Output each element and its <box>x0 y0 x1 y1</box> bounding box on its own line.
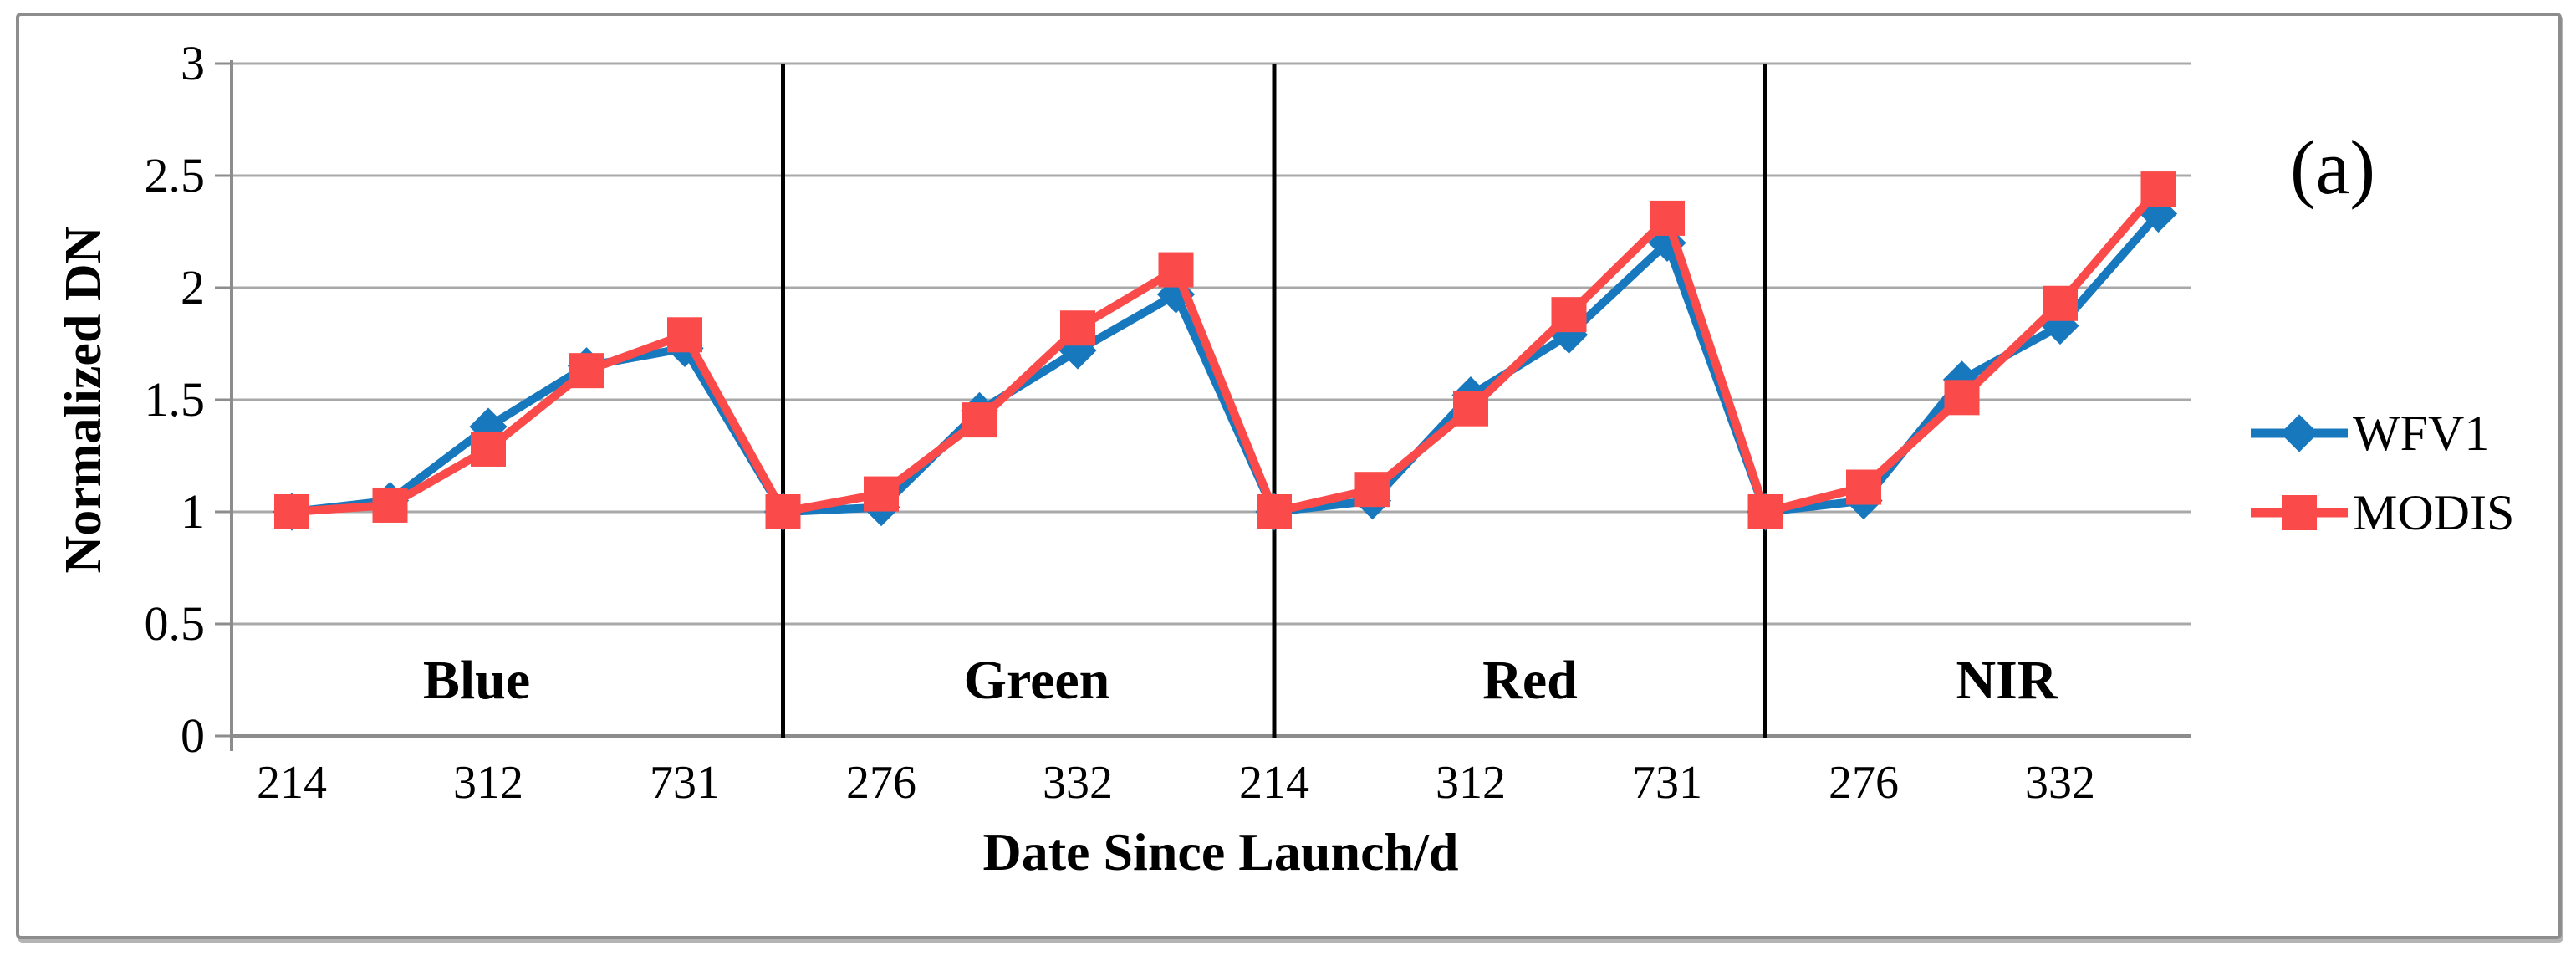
y-tick-1: 1 <box>181 484 205 539</box>
y-tick-2: 2 <box>181 260 205 314</box>
x-tick-blue-731: 731 <box>650 757 720 809</box>
band-label-blue: Blue <box>422 650 531 711</box>
x-tick-green-332: 332 <box>1043 757 1113 809</box>
x-tick-nir-276: 276 <box>1829 757 1899 809</box>
figure-sublabel: (a) <box>2289 125 2376 210</box>
band-label-green: Green <box>963 650 1110 711</box>
band-label-red: Red <box>1482 650 1578 711</box>
x-tick-green-276: 276 <box>846 757 916 809</box>
x-tick-blue-312: 312 <box>453 757 523 809</box>
y-tick-0: 0 <box>181 708 205 763</box>
legend-label-wfv1: WFV1 <box>2353 406 2490 461</box>
x-tick-red-214: 214 <box>1239 757 1309 809</box>
x-tick-blue-214: 214 <box>257 757 327 809</box>
series-line-modis <box>291 186 2162 516</box>
x-axis-title: Date Since Launch/d <box>982 822 1459 882</box>
y-tick-1-5: 1.5 <box>144 372 206 427</box>
y-tick-2-5: 2.5 <box>144 148 206 202</box>
band-label-nir: NIR <box>1956 650 2058 711</box>
y-axis-title: Normalized DN <box>55 226 112 574</box>
y-tick-3: 3 <box>181 36 205 90</box>
x-tick-nir-332: 332 <box>2025 757 2095 809</box>
x-tick-red-731: 731 <box>1632 757 1702 809</box>
x-tick-red-312: 312 <box>1436 757 1506 809</box>
y-tick-0-5: 0.5 <box>144 596 206 651</box>
legend-label-modis: MODIS <box>2353 485 2515 540</box>
